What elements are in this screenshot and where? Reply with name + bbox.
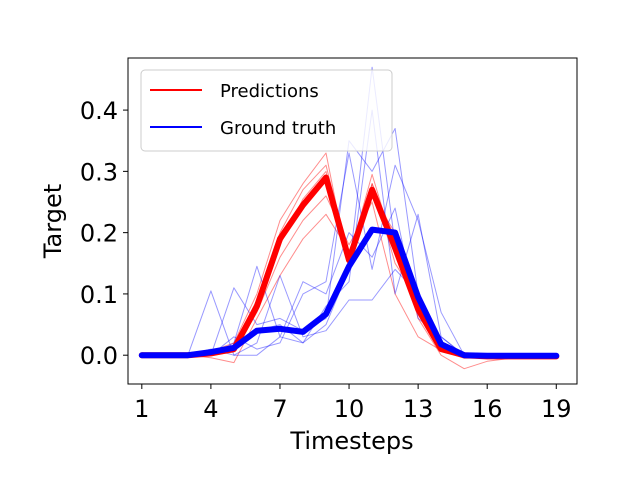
legend-predictions-label: Predictions: [220, 81, 319, 102]
legend: Predictions Ground truth: [140, 69, 393, 152]
y-axis-ticks: 0.0 0.1 0.2 0.3 0.4: [80, 97, 128, 370]
x-tick-label: 19: [541, 395, 572, 423]
x-tick-label: 4: [203, 395, 218, 423]
legend-box: [140, 69, 393, 152]
x-axis-title: Timesteps: [289, 427, 413, 455]
x-tick-label: 7: [272, 395, 287, 423]
plot-frame: [127, 57, 578, 385]
plot-lines: [138, 66, 560, 370]
ground-truth-sample-line-2: [141, 128, 557, 356]
prediction-sample-line-4: [141, 195, 557, 359]
x-axis-ticks: 1 4 7 10 13 16 19: [134, 384, 572, 423]
y-tick-label: 0.0: [80, 342, 118, 370]
y-axis-title: Target: [39, 184, 67, 259]
y-tick-label: 0.1: [80, 281, 118, 309]
x-tick-label: 10: [334, 395, 365, 423]
y-tick-label: 0.4: [80, 97, 118, 125]
y-tick-label: 0.3: [80, 158, 118, 186]
ground-truth-line: [138, 226, 560, 359]
x-tick-label: 16: [472, 395, 503, 423]
x-tick-label: 1: [134, 395, 149, 423]
x-tick-label: 13: [403, 395, 434, 423]
legend-ground-truth-label: Ground truth: [220, 118, 336, 139]
y-tick-label: 0.2: [80, 220, 118, 248]
